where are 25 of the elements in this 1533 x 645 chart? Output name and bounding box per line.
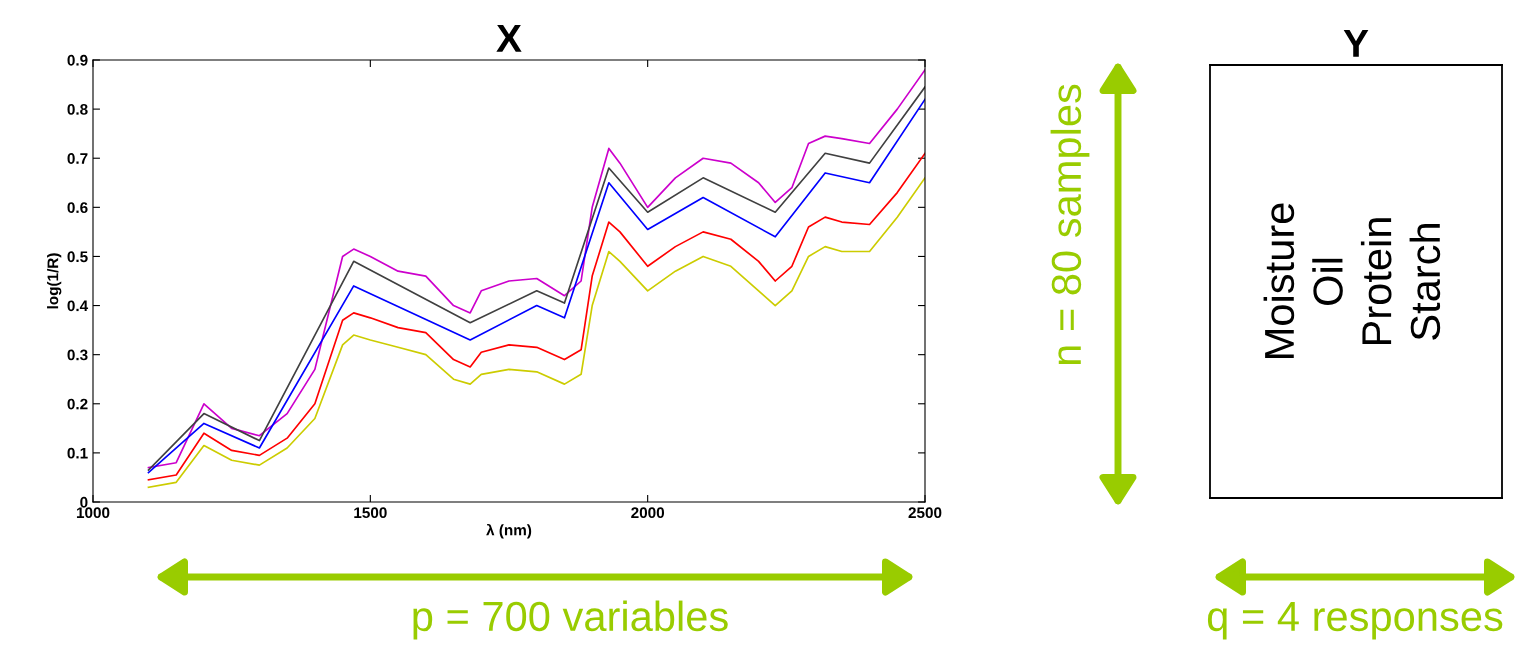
- y-tick-label: 0.5: [67, 251, 88, 263]
- category-label: Oil: [1312, 258, 1343, 305]
- category-label: Moisture: [1263, 203, 1295, 358]
- y-tick-label: 0.7: [67, 153, 88, 164]
- x-tick-label: 2500: [908, 507, 942, 519]
- chart-title: X: [496, 24, 522, 52]
- x-axis-title: λ (nm): [486, 523, 532, 539]
- y-tick-label: 0.9: [67, 54, 88, 66]
- y-axis-title: log(1/R): [47, 253, 62, 309]
- y-tick-label: 0.4: [67, 300, 89, 312]
- text: n = 80 samples: [1050, 84, 1090, 365]
- x-tick-label: 1000: [76, 507, 110, 519]
- text: q = 4 responses: [1207, 602, 1503, 640]
- x-tick-label: 2000: [631, 507, 665, 519]
- category-label: Starch: [1409, 223, 1441, 340]
- y-tick-label: 0: [80, 496, 88, 508]
- text: Y: [1343, 29, 1369, 57]
- category-label: Protein: [1360, 218, 1392, 345]
- x-tick-label: 1500: [354, 507, 387, 519]
- y-tick-label: 0.1: [67, 447, 88, 459]
- y-tick-label: 0.3: [67, 349, 88, 361]
- y-tick-label: 0.8: [67, 103, 88, 115]
- y-tick-label: 0.2: [67, 398, 88, 410]
- y-tick-label: 0.6: [67, 202, 88, 214]
- text: p = 700 variables: [413, 600, 728, 640]
